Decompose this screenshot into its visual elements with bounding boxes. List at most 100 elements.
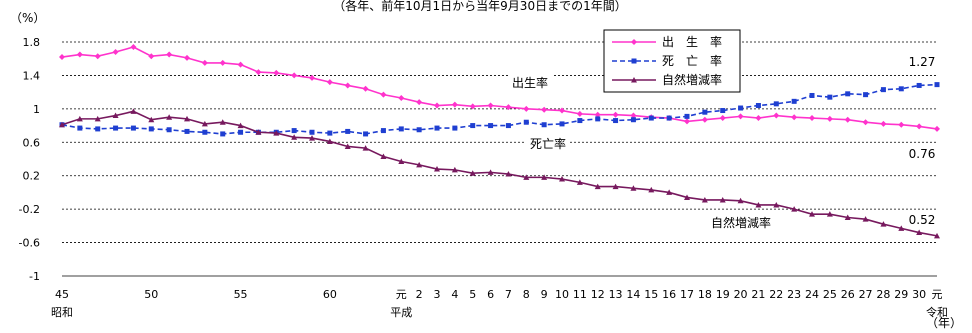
data-point bbox=[94, 53, 101, 60]
x-tick-label: 45 bbox=[55, 288, 69, 301]
annotation-label: 0.76 bbox=[909, 147, 936, 161]
data-point bbox=[631, 39, 637, 45]
data-point bbox=[469, 103, 476, 110]
data-point bbox=[791, 114, 798, 121]
data-point bbox=[719, 115, 726, 122]
legend-label: 自然増減率 bbox=[662, 72, 722, 87]
x-tick-label: 5 bbox=[469, 288, 476, 301]
data-point bbox=[666, 115, 672, 121]
data-point bbox=[59, 54, 65, 61]
data-point bbox=[701, 116, 708, 123]
data-point bbox=[219, 59, 226, 66]
data-point bbox=[291, 128, 297, 134]
series-line bbox=[61, 46, 938, 130]
data-point bbox=[630, 185, 637, 191]
data-point bbox=[523, 174, 530, 180]
data-point bbox=[237, 61, 244, 68]
annotation-label: 出生率 bbox=[512, 75, 548, 90]
x-tick-label: 18 bbox=[698, 288, 712, 301]
data-point bbox=[809, 211, 815, 217]
data-point bbox=[826, 115, 833, 122]
data-point bbox=[380, 153, 387, 159]
data-point bbox=[469, 170, 476, 176]
y-tick-label: 0.2 bbox=[23, 170, 41, 183]
x-tick-label: 22 bbox=[769, 288, 783, 301]
data-point bbox=[201, 59, 208, 66]
data-point bbox=[434, 102, 440, 109]
series-line bbox=[61, 110, 938, 237]
data-point bbox=[934, 232, 940, 239]
x-tick-label: 17 bbox=[680, 288, 694, 301]
data-point bbox=[826, 211, 833, 217]
x-tick-label: 21 bbox=[751, 288, 765, 301]
x-tick-label: 27 bbox=[859, 288, 873, 301]
data-point bbox=[148, 53, 155, 60]
era-label: 令和 bbox=[926, 305, 948, 319]
y-tick-labels: 1.8 1.4 1 0.6 0.2 -0.2 -0.6 -1 bbox=[19, 36, 40, 283]
data-point bbox=[201, 120, 208, 127]
data-point bbox=[416, 127, 422, 133]
data-point bbox=[470, 123, 476, 129]
data-point bbox=[862, 216, 869, 222]
y-tick-label: -1 bbox=[29, 270, 40, 283]
data-point bbox=[184, 115, 190, 122]
data-point bbox=[791, 206, 798, 212]
data-point bbox=[648, 115, 654, 121]
data-point bbox=[630, 117, 636, 123]
y-tick-label: 1.8 bbox=[23, 36, 41, 49]
series-layer bbox=[59, 44, 940, 239]
y-tick-label: -0.6 bbox=[19, 237, 40, 250]
data-point bbox=[273, 130, 280, 136]
data-point bbox=[523, 105, 530, 112]
annotation-label: 0.52 bbox=[909, 213, 936, 227]
data-point bbox=[559, 107, 565, 114]
data-point bbox=[898, 225, 905, 231]
data-point bbox=[434, 166, 440, 172]
data-point bbox=[76, 51, 83, 58]
data-point bbox=[666, 189, 673, 195]
data-point bbox=[362, 85, 369, 92]
data-point bbox=[238, 129, 244, 135]
data-point bbox=[737, 113, 744, 120]
era-labels: 昭和 平成 令和 bbox=[51, 305, 948, 319]
data-point bbox=[595, 116, 601, 122]
data-point bbox=[416, 99, 423, 106]
data-point bbox=[559, 121, 565, 127]
y-tick-label: 0.6 bbox=[23, 136, 41, 149]
x-tick-label: 55 bbox=[234, 288, 248, 301]
data-point bbox=[916, 229, 923, 236]
data-point bbox=[755, 103, 761, 109]
data-point bbox=[845, 91, 851, 97]
data-point bbox=[76, 115, 83, 122]
y-axis-unit-label: （%） bbox=[10, 11, 45, 25]
data-point bbox=[612, 183, 619, 190]
x-tick-labels: 45 50 55 60 元 2 3 4 5 6 7 8 9 10 11 12 13 14 15 16 17 18 19 20 2… bbox=[55, 288, 943, 301]
data-point bbox=[95, 126, 101, 132]
data-point bbox=[523, 119, 529, 125]
y-tick-label: -0.2 bbox=[19, 203, 40, 216]
series-1 bbox=[59, 82, 940, 137]
data-point bbox=[112, 112, 119, 119]
data-point bbox=[291, 134, 298, 140]
x-tick-label: 元 bbox=[932, 288, 943, 301]
data-point bbox=[488, 123, 494, 129]
era-label: 平成 bbox=[390, 306, 412, 319]
data-point bbox=[576, 110, 583, 117]
data-point bbox=[862, 119, 869, 126]
data-point bbox=[541, 174, 548, 180]
data-point bbox=[844, 116, 851, 123]
x-tick-label: 9 bbox=[541, 288, 548, 301]
x-tick-label: 20 bbox=[734, 288, 748, 301]
data-point bbox=[184, 128, 190, 134]
x-tick-label: 3 bbox=[434, 288, 441, 301]
data-point bbox=[273, 69, 280, 76]
data-point bbox=[755, 115, 762, 122]
data-point bbox=[613, 118, 619, 124]
annotation-label: 死亡率 bbox=[530, 136, 566, 151]
data-point bbox=[291, 72, 298, 79]
series-0 bbox=[59, 44, 940, 132]
y-tick-label: 1.4 bbox=[23, 69, 41, 82]
data-point bbox=[505, 171, 512, 177]
data-point bbox=[309, 135, 315, 141]
